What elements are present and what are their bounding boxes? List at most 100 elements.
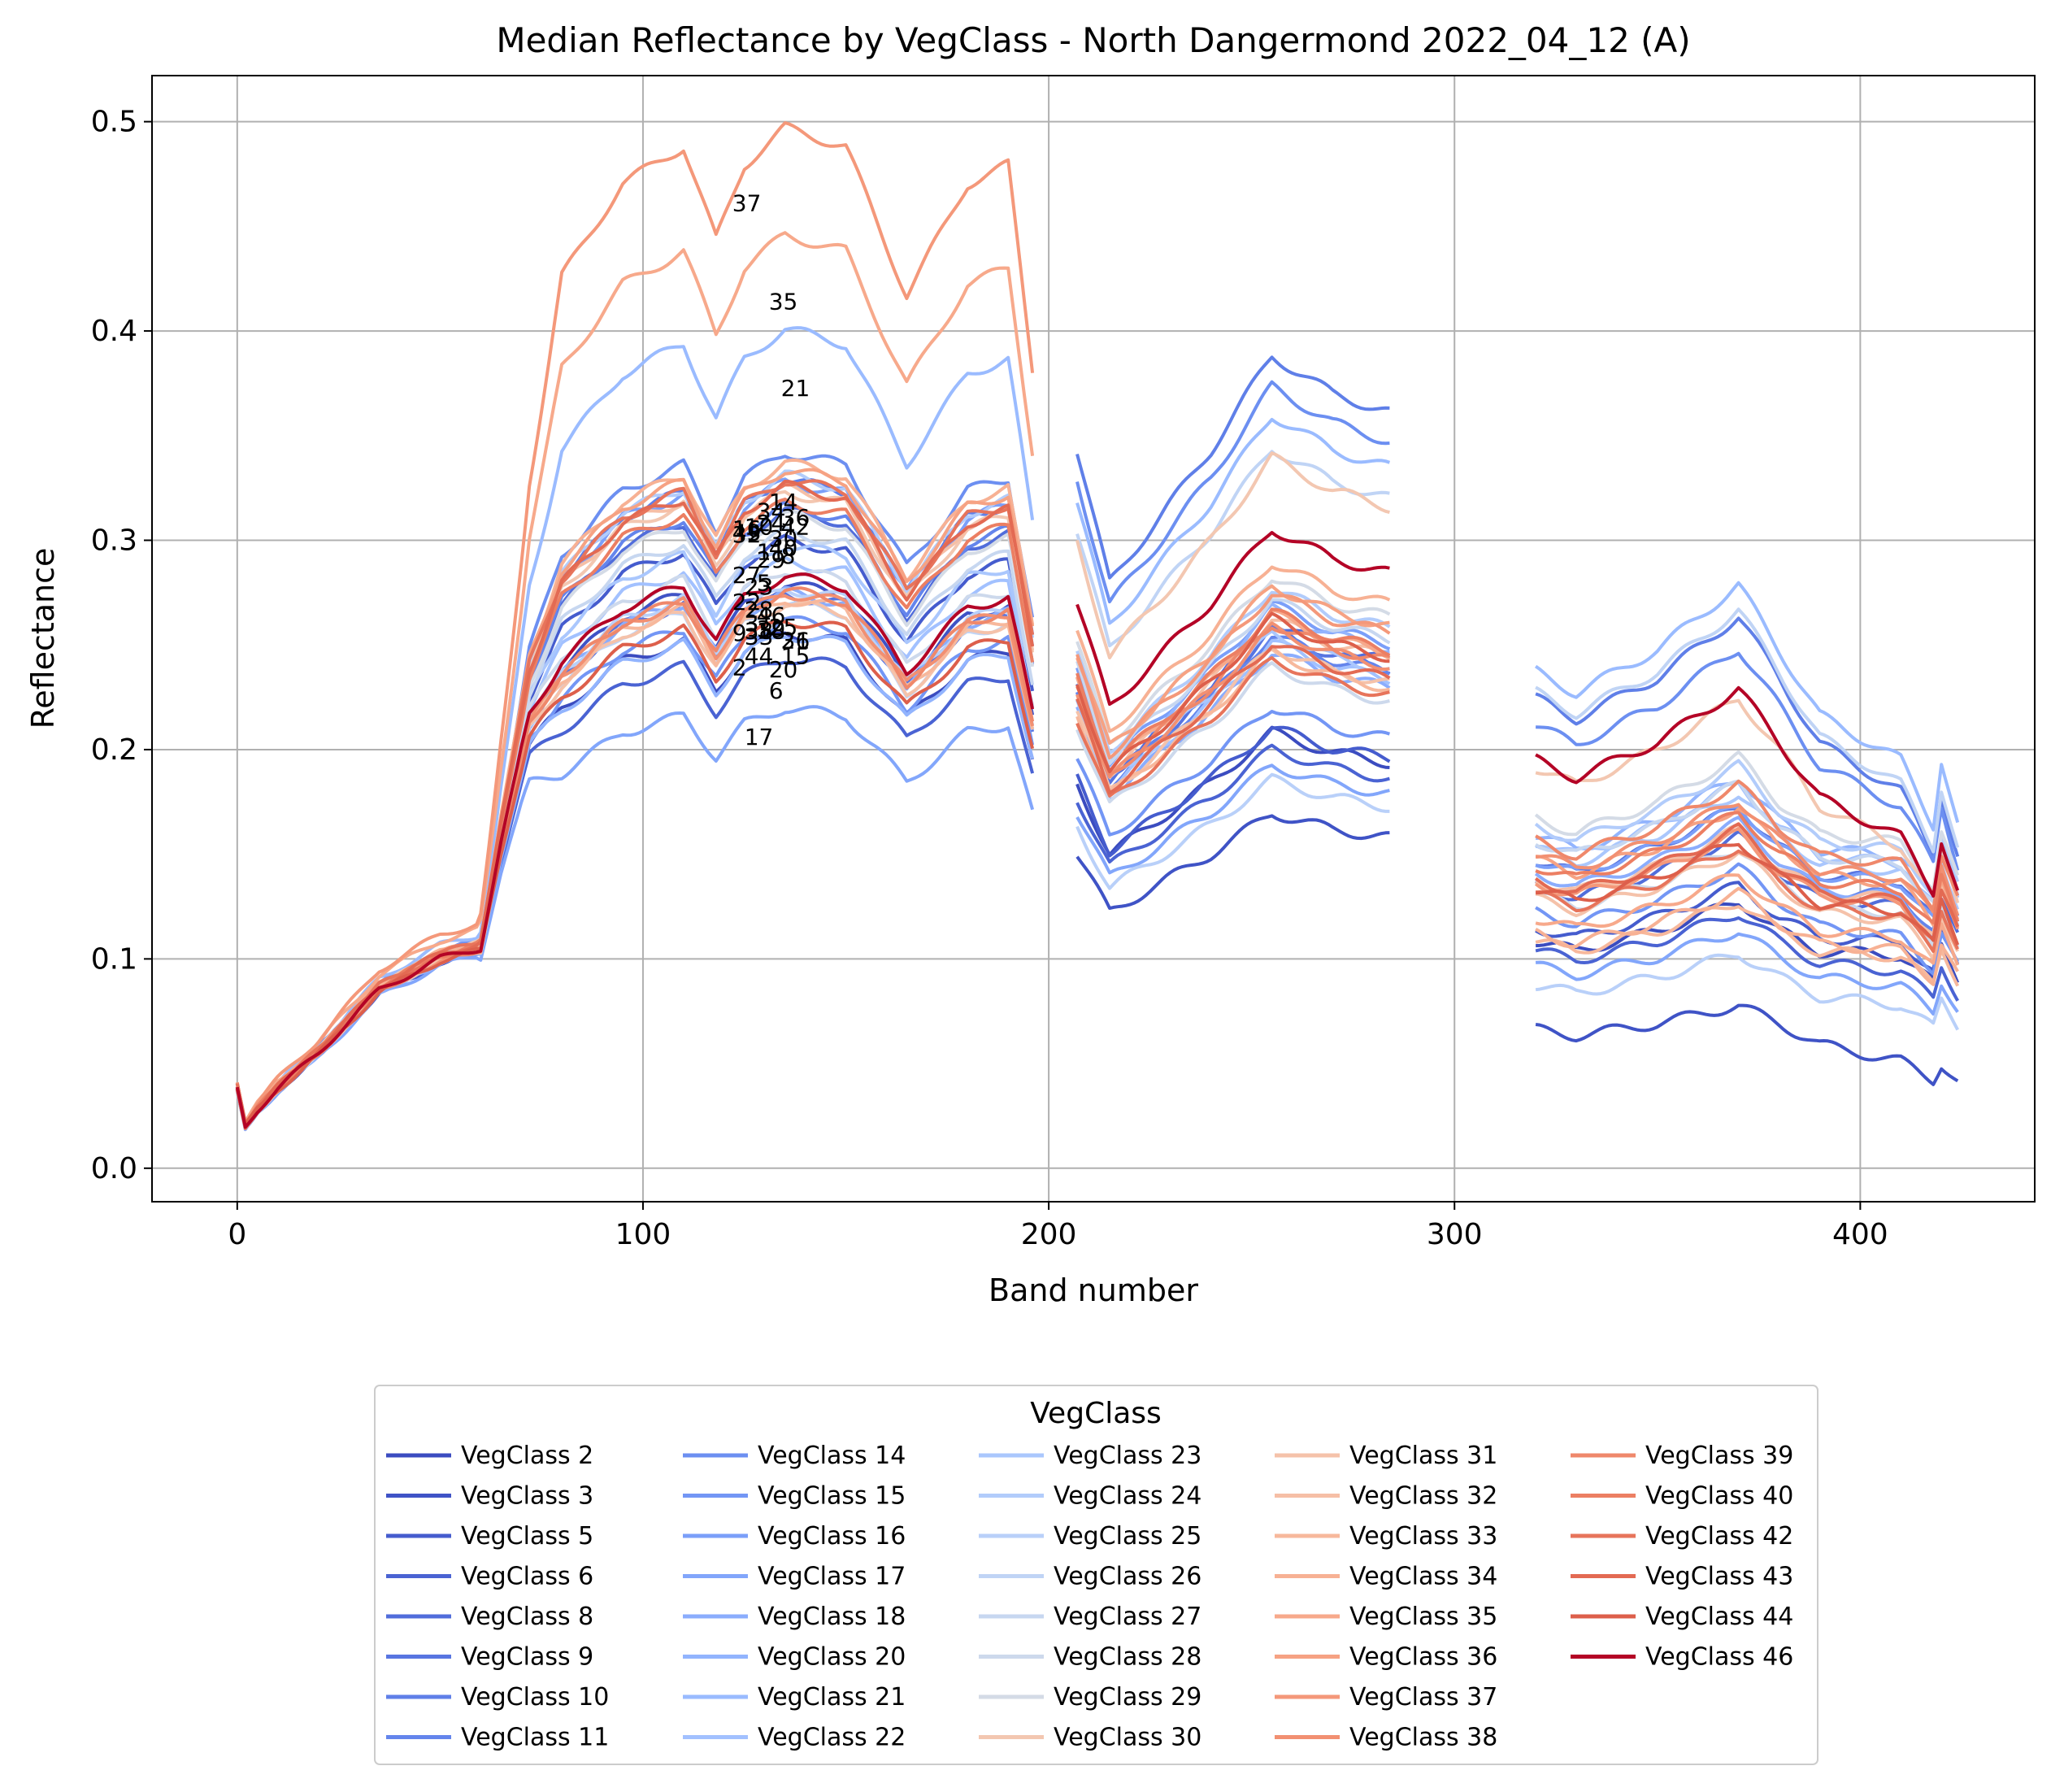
- series-line: [235, 620, 1035, 1126]
- y-tick-label: 0.0: [91, 1152, 137, 1185]
- series-peak-label: 39: [757, 615, 786, 642]
- legend-entry-label: VegClass 11: [461, 1724, 609, 1752]
- series-line: [1535, 916, 1959, 1002]
- series-line: [1075, 645, 1391, 795]
- series-peak-label: 26: [781, 627, 810, 654]
- series-peak-label: 43: [732, 520, 762, 546]
- series-peak-label: 9: [732, 620, 747, 646]
- legend-entry-label: VegClass 25: [1054, 1522, 1201, 1551]
- legend-entry-label: VegClass 2: [461, 1442, 593, 1470]
- x-axis-title: Band number: [989, 1272, 1198, 1308]
- series-line: [1075, 743, 1390, 863]
- series-line: [1075, 621, 1390, 779]
- series-line: [1535, 1003, 1959, 1086]
- series-peak-label: 28: [745, 596, 774, 623]
- legend-entry-label: VegClass 22: [758, 1724, 906, 1752]
- series-line: [235, 498, 1035, 1128]
- series-line: [1534, 816, 1960, 938]
- series-peak-label: 15: [781, 642, 810, 669]
- series-peak-label: 32: [732, 521, 762, 548]
- axis-ticks: 0 100 200 300 400 0.0 0.1 0.2 0.3 0.4 0.5: [91, 106, 1888, 1251]
- series-peak-label: 20: [769, 656, 798, 683]
- series-line: [1535, 779, 1960, 911]
- series-line: [1534, 581, 1960, 832]
- legend-entry-label: VegClass 14: [758, 1442, 906, 1470]
- series-peak-label: 38: [745, 618, 774, 645]
- series-line: [1534, 827, 1960, 942]
- x-tick-label: 100: [615, 1218, 671, 1251]
- y-tick-label: 0.2: [91, 733, 137, 767]
- legend-items: VegClass 2 VegClass 3 VegClass 5 VegClass 6…: [386, 1442, 1793, 1752]
- legend-entry-label: VegClass 8: [461, 1603, 593, 1631]
- series-peak-label: 42: [781, 514, 810, 541]
- series-line: [1075, 656, 1390, 798]
- series-peak-label: 30: [769, 525, 798, 552]
- series-line: [1075, 710, 1391, 837]
- series-peak-label: 5: [757, 569, 771, 596]
- series-line: [235, 572, 1035, 1129]
- series-line: [1535, 862, 1959, 976]
- legend-entry-label: VegClass 20: [758, 1643, 906, 1672]
- legend-entry-label: VegClass 34: [1349, 1563, 1497, 1591]
- legend-entry-label: VegClass 23: [1054, 1442, 1201, 1470]
- series-peak-label: 11: [757, 538, 786, 565]
- series-line: [1535, 932, 1959, 1016]
- legend-entry-label: VegClass 17: [758, 1563, 906, 1591]
- x-tick-label: 400: [1832, 1218, 1888, 1251]
- series-peak-label: 35: [769, 289, 798, 315]
- series-line: [1075, 611, 1390, 773]
- series-peak-label: 22: [732, 589, 762, 615]
- series-line: [1075, 380, 1390, 604]
- legend-entry-label: VegClass 6: [461, 1563, 593, 1591]
- series-peak-label: 29: [757, 546, 786, 573]
- legend-entry-label: VegClass 15: [758, 1482, 906, 1511]
- legend-entry-label: VegClass 43: [1645, 1563, 1793, 1591]
- legend-entry-label: VegClass 46: [1645, 1643, 1793, 1672]
- y-axis-title: Reflectance: [25, 548, 61, 729]
- legend-entry-label: VegClass 3: [461, 1482, 593, 1511]
- legend-entry-label: VegClass 16: [758, 1522, 906, 1551]
- legend-entry-label: VegClass 28: [1054, 1643, 1201, 1672]
- series-peak-label: 16: [732, 515, 762, 542]
- series-peak-label: 33: [745, 624, 774, 650]
- series-line: [1075, 565, 1391, 733]
- chart-title: Median Reflectance by VegClass - North D…: [496, 20, 1690, 60]
- series-peak-label: 27: [732, 562, 762, 589]
- legend-entry-label: VegClass 18: [758, 1603, 906, 1631]
- legend-entry-label: VegClass 40: [1645, 1482, 1793, 1511]
- legend-frame: [374, 1385, 1818, 1765]
- series-peak-label: 2: [732, 654, 747, 681]
- plot-area-frame: [151, 75, 2036, 1203]
- series-line: [1536, 795, 1960, 914]
- series-line: [1075, 626, 1390, 776]
- series-line: [1075, 661, 1390, 803]
- legend-entry-label: VegClass 39: [1645, 1442, 1793, 1470]
- series-peak-label: 18: [757, 618, 786, 645]
- series-peak-label: 44: [745, 642, 774, 669]
- x-tick-label: 300: [1427, 1218, 1483, 1251]
- series-line: [1075, 531, 1390, 707]
- series-line: [235, 121, 1035, 1126]
- series-line: [1075, 814, 1390, 910]
- y-tick-label: 0.5: [91, 106, 137, 139]
- series-line: [1075, 763, 1390, 875]
- series-line: [1075, 584, 1390, 745]
- series-peak-label: 23: [745, 573, 774, 600]
- series-line: [1535, 811, 1960, 924]
- legend-entry-label: VegClass 5: [461, 1522, 593, 1551]
- y-tick-label: 0.3: [91, 524, 137, 558]
- legend-entry-label: VegClass 44: [1645, 1603, 1793, 1631]
- series-peak-label: 34: [757, 498, 786, 525]
- legend-title: VegClass: [1030, 1397, 1162, 1430]
- series-line: [1535, 905, 1959, 987]
- series-line: [1534, 750, 1960, 892]
- legend-entry-label: VegClass 29: [1054, 1683, 1201, 1712]
- legend-entry-label: VegClass 24: [1054, 1482, 1201, 1511]
- series-line: [1535, 779, 1960, 904]
- series-peak-label: 31: [781, 627, 810, 654]
- series-peak-label: 24: [757, 510, 786, 537]
- series-line: [1075, 607, 1391, 773]
- series-peak-label: 17: [745, 724, 774, 750]
- grid-lines: [152, 76, 2035, 1202]
